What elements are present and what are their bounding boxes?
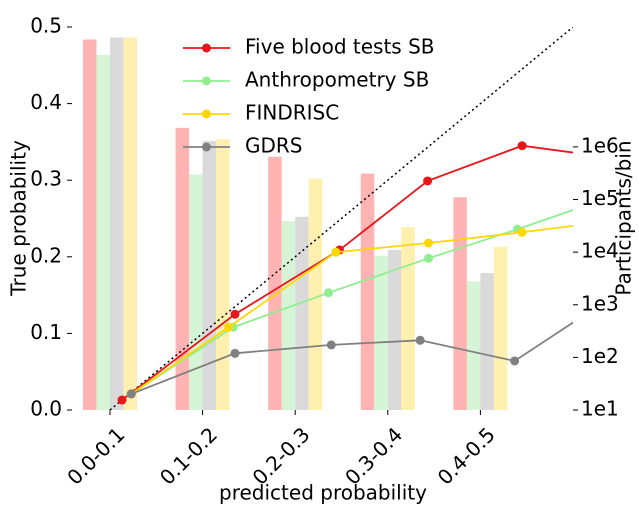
y-tick-label: 0.2 [30, 243, 62, 267]
legend-label: Five blood tests SB [245, 35, 434, 59]
legend-label: GDRS [245, 134, 303, 158]
y-axis-label: True probability [7, 140, 31, 297]
y-tick-label: 0.5 [30, 14, 62, 38]
bar [82, 39, 97, 410]
bar [308, 178, 323, 410]
y-tick-label: 0.1 [30, 320, 62, 344]
legend: Five blood tests SB Anthropometry SB FINDR… [183, 35, 434, 158]
y2-axis-label: Participants/bin [612, 140, 636, 295]
bar [202, 140, 217, 411]
point [510, 356, 520, 366]
bar [123, 37, 137, 410]
point [517, 141, 527, 151]
lines [109, 27, 573, 410]
bar [453, 197, 467, 410]
point [517, 227, 527, 237]
x-tick-label: 0.0-0.1 [62, 422, 129, 489]
point [424, 253, 434, 263]
bar [387, 249, 402, 410]
line [121, 144, 573, 401]
x-tick-label: 0.1-0.2 [155, 422, 222, 489]
point [230, 309, 240, 319]
point [117, 395, 127, 405]
legend-marker [202, 109, 211, 119]
y-tick-label: 0.0 [30, 397, 62, 421]
bar [96, 54, 110, 410]
x-tick-label: 0.2-0.3 [248, 422, 315, 489]
bar [216, 139, 230, 410]
point [415, 335, 425, 345]
y2-tick-label: 1e1 [581, 397, 619, 421]
line [130, 209, 573, 395]
x-tick-label: 0.4-0.5 [433, 422, 500, 489]
y-tick-label: 0.4 [30, 90, 62, 114]
legend-marker [202, 43, 211, 53]
legend-label: FINDRISC [245, 101, 339, 125]
bar [175, 127, 190, 410]
y2-tick-label: 1e3 [581, 291, 619, 315]
x-tick-label: 0.3-0.4 [340, 422, 407, 489]
legend-label: Anthropometry SB [245, 68, 429, 92]
bar [268, 156, 282, 410]
bar [295, 216, 309, 410]
bar [374, 255, 388, 410]
y-tick-label: 0.3 [30, 167, 62, 191]
bar [281, 221, 296, 410]
bar [493, 246, 508, 410]
point [324, 288, 334, 298]
bars [82, 37, 508, 411]
bar [360, 173, 375, 410]
x-axis-label: predicted probability [219, 481, 427, 505]
point [423, 176, 433, 186]
point [230, 348, 240, 358]
y2-tick-label: 1e2 [581, 344, 619, 368]
point [126, 389, 136, 399]
point [331, 247, 341, 257]
line [130, 224, 573, 395]
reference-line [109, 27, 573, 410]
legend-marker [202, 76, 211, 86]
legend-marker [202, 142, 211, 152]
bar [401, 227, 415, 410]
line [130, 321, 573, 395]
point [326, 340, 336, 350]
point [224, 322, 234, 332]
point [424, 238, 434, 248]
bar [189, 174, 203, 410]
bar [466, 281, 481, 410]
y2-tick-label: 1e6 [581, 133, 619, 157]
bar [480, 273, 494, 410]
y2-tick-label: 1e4 [581, 239, 619, 263]
y2-tick-label: 1e5 [581, 186, 619, 210]
bar [109, 37, 124, 410]
